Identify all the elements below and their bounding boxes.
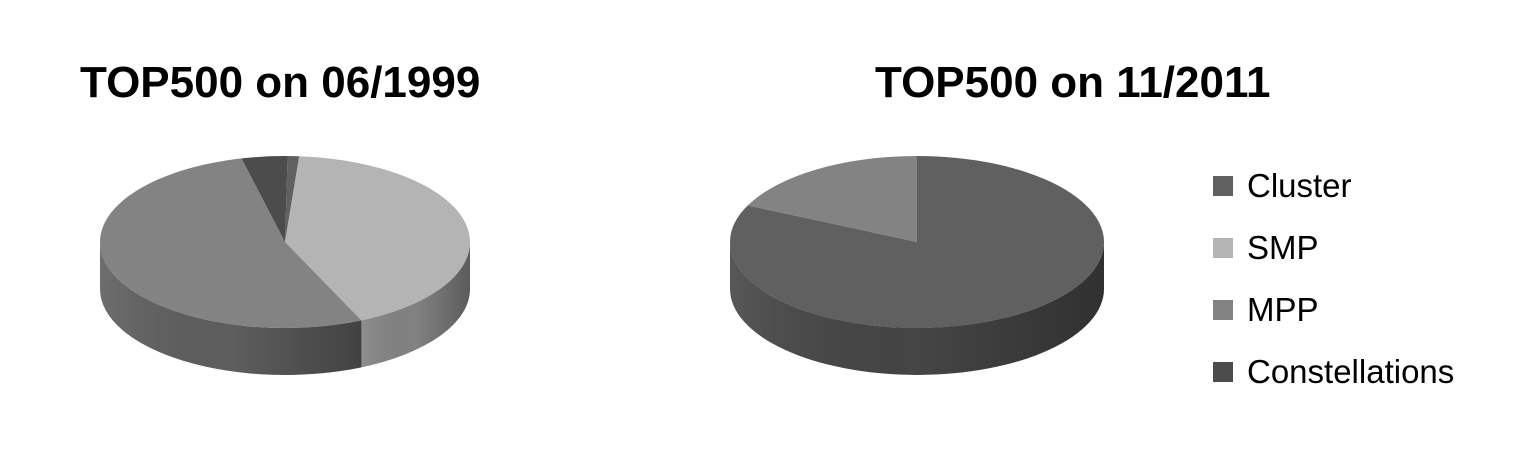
legend-item-mpp: MPP	[1213, 279, 1454, 341]
pie-slice-mpp	[99, 158, 362, 328]
pie-slice-smp	[285, 156, 470, 321]
legend-swatch-smp	[1213, 238, 1233, 258]
pie-slice-cluster	[285, 156, 300, 242]
legend-swatch-cluster	[1213, 176, 1233, 196]
pie-side-shade	[730, 242, 1104, 375]
chart-title-1999: TOP500 on 06/1999	[80, 58, 481, 107]
legend-label-smp: SMP	[1247, 229, 1319, 266]
chart-title-2011: TOP500 on 11/2011	[875, 58, 1271, 107]
legend-swatch-mpp	[1213, 300, 1233, 320]
legend-item-cluster: Cluster	[1213, 155, 1454, 217]
legend-swatch-constellations	[1213, 362, 1233, 382]
legend-item-smp: SMP	[1213, 217, 1454, 279]
legend-label-cluster: Cluster	[1247, 167, 1352, 204]
pie-side-shade	[361, 242, 470, 368]
pie-1999	[99, 155, 470, 375]
pie-slice-mpp	[747, 156, 917, 242]
legend-label-constellations: Constellations	[1247, 353, 1455, 390]
legend: Cluster SMP MPP Constellations	[1213, 155, 1454, 403]
pie-slice-cluster	[730, 156, 1105, 329]
pie-2011	[730, 156, 1105, 375]
pie-slice-constellations	[241, 155, 288, 242]
legend-label-mpp: MPP	[1247, 291, 1319, 328]
legend-item-constellations: Constellations	[1213, 341, 1454, 403]
pie-side-shade	[100, 242, 362, 375]
